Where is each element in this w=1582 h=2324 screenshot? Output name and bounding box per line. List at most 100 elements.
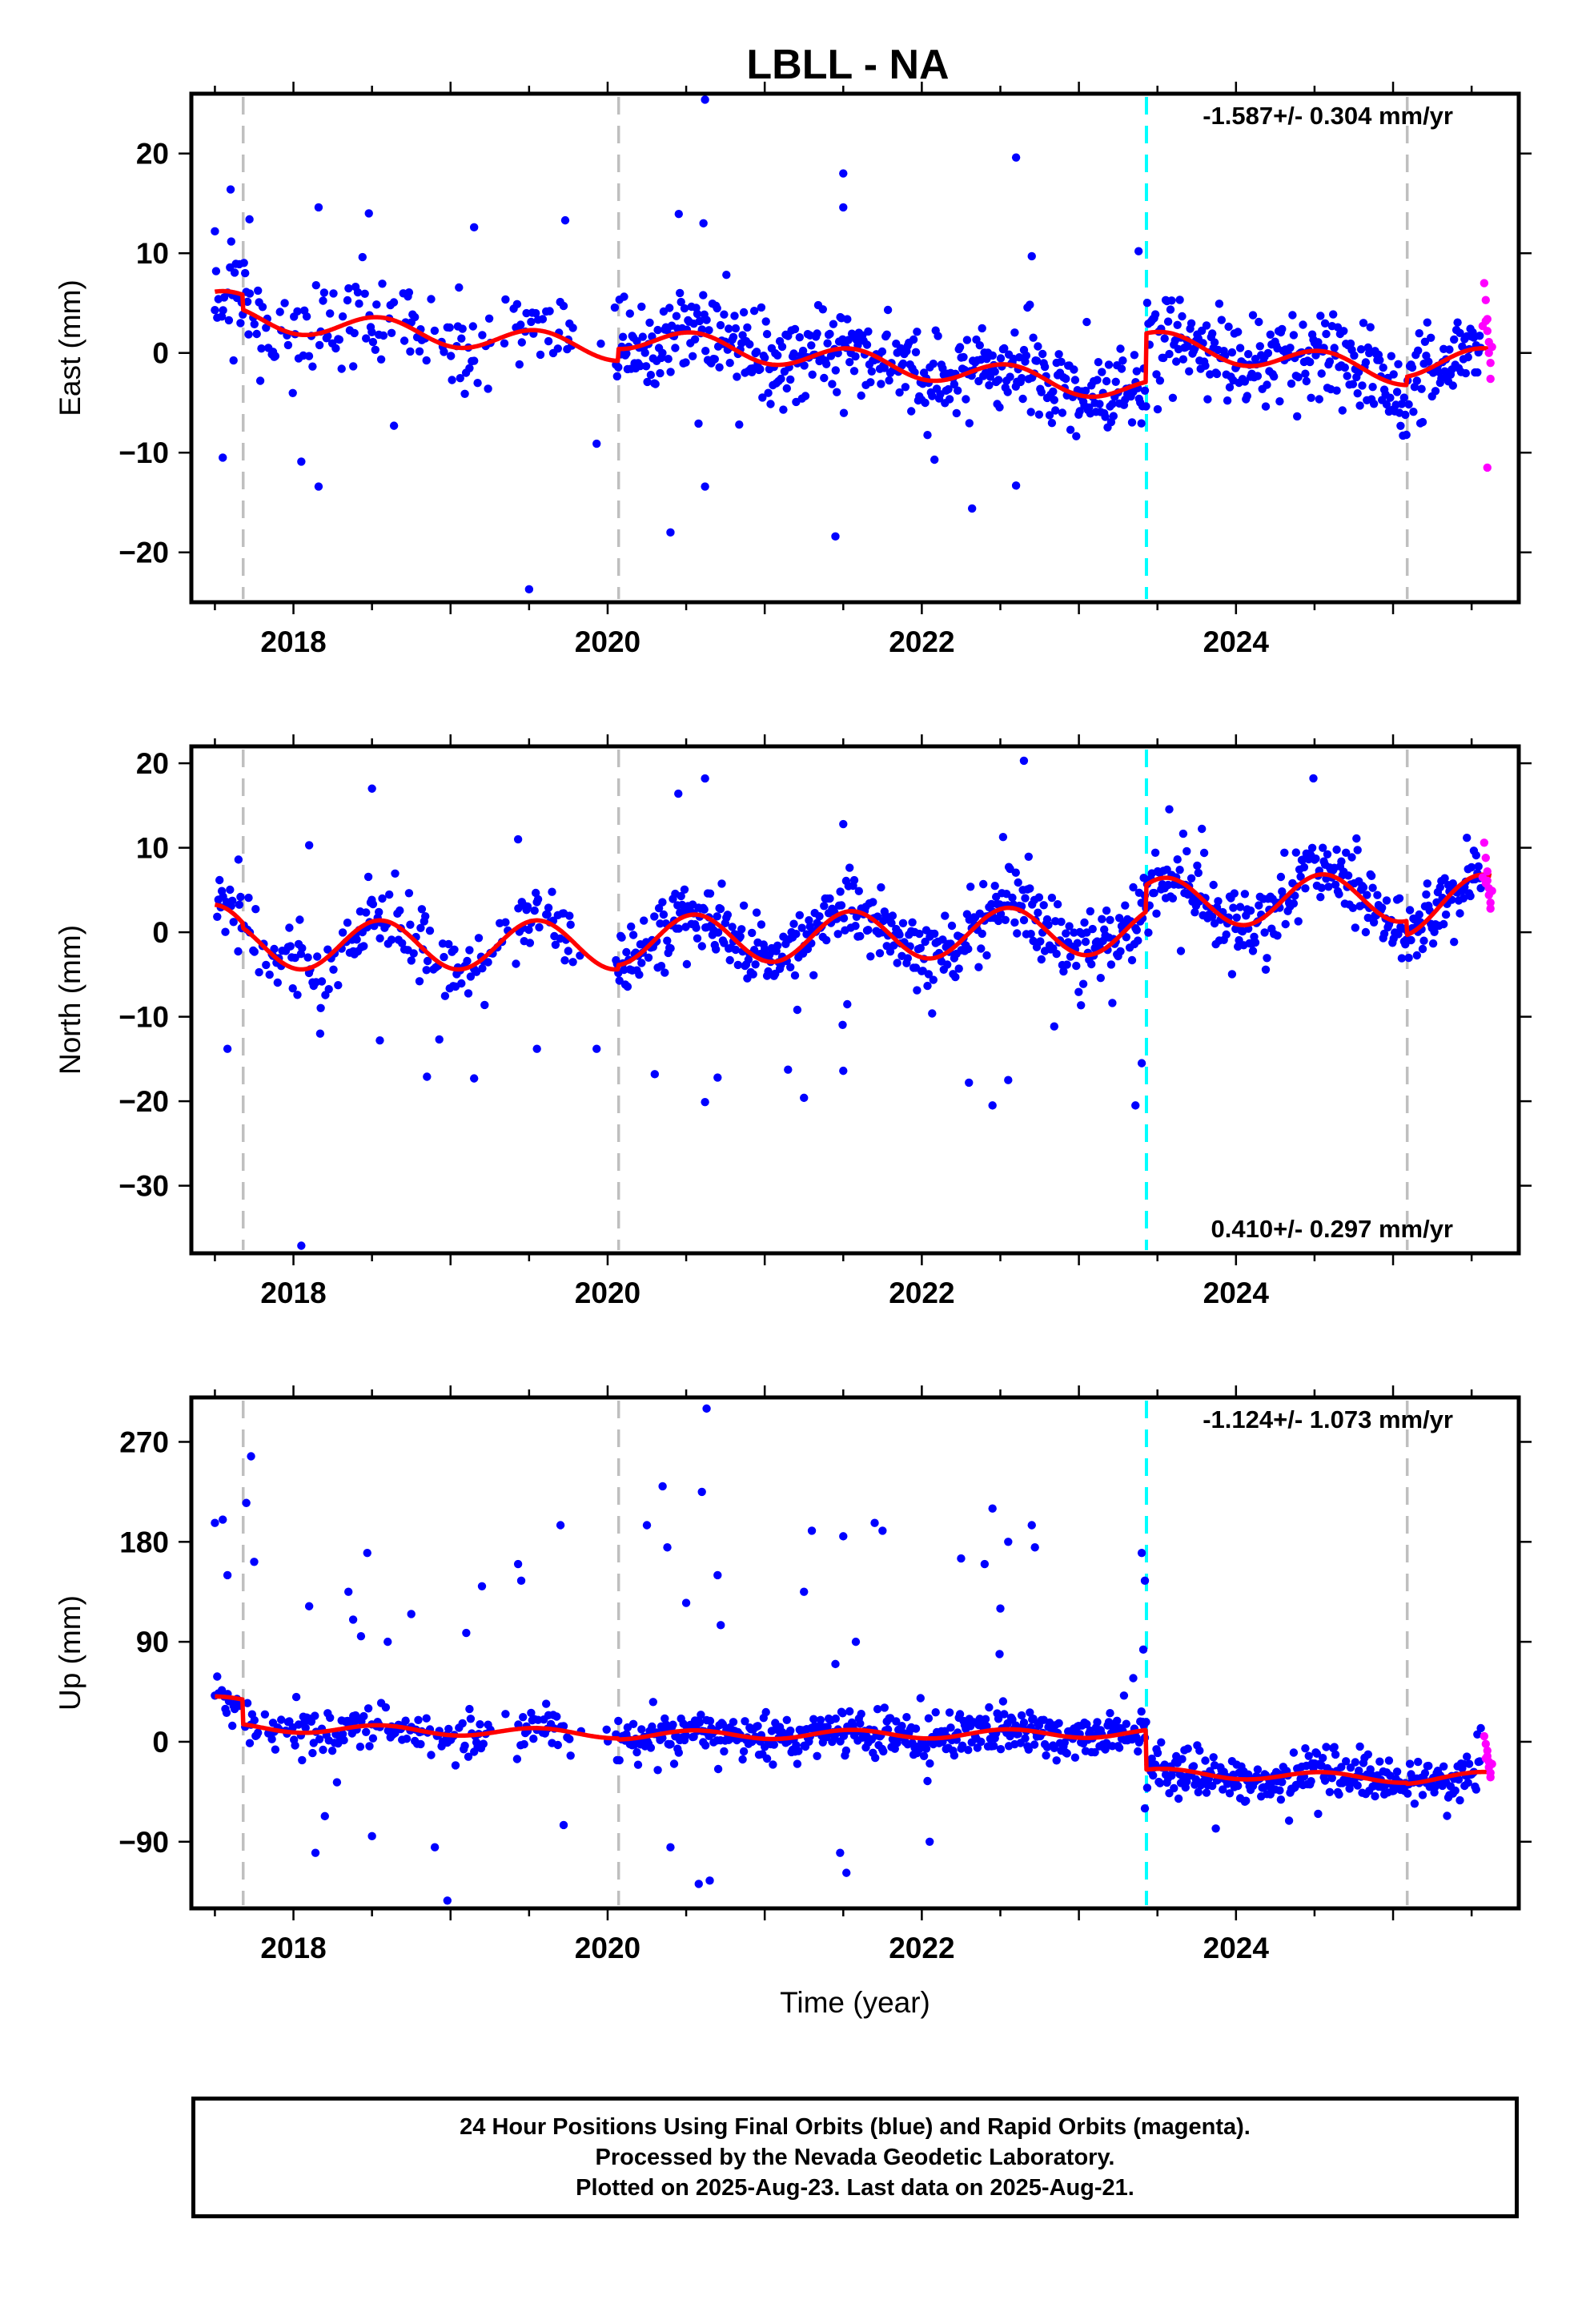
outlier-point [1019, 756, 1029, 766]
final-orbit-point [211, 306, 219, 315]
final-orbit-point [816, 1715, 825, 1724]
outlier-point [839, 203, 848, 212]
final-orbit-point [1351, 923, 1360, 932]
final-orbit-point [671, 344, 680, 352]
footer-line-processor: Processed by the Nevada Geodetic Laborat… [595, 2145, 1115, 2170]
final-orbit-point [879, 1747, 888, 1756]
final-orbit-point [1222, 930, 1231, 939]
final-orbit-point [1191, 908, 1199, 917]
final-orbit-point [1261, 965, 1271, 975]
final-orbit-point [1182, 1777, 1191, 1786]
final-orbit-point [877, 380, 885, 388]
final-orbit-point [1474, 862, 1483, 871]
final-orbit-point [304, 352, 314, 360]
final-orbit-point [241, 268, 250, 278]
final-orbit-point [1022, 351, 1031, 360]
final-orbit-point [1173, 855, 1182, 864]
outlier-point [592, 439, 601, 448]
final-orbit-point [368, 337, 378, 347]
final-orbit-point [632, 336, 641, 346]
final-orbit-point [1397, 400, 1407, 408]
x-tick-label: 2022 [889, 1932, 954, 1964]
final-orbit-point [977, 944, 986, 953]
final-orbit-point [825, 894, 834, 903]
final-orbit-point [529, 1735, 538, 1743]
final-orbit-point [1443, 1811, 1452, 1820]
final-orbit-point [1101, 412, 1110, 421]
y-tick-label: 0 [152, 916, 169, 949]
final-orbit-point [945, 395, 954, 404]
final-orbit-point [1000, 1710, 1009, 1719]
final-orbit-point [866, 952, 875, 961]
final-orbit-point [213, 912, 222, 922]
final-orbit-point [1130, 351, 1139, 360]
final-orbit-point [344, 283, 353, 293]
final-orbit-point [327, 1747, 337, 1755]
final-orbit-point [1142, 299, 1152, 308]
final-orbit-point [938, 935, 947, 944]
final-orbit-point [1086, 907, 1095, 916]
final-orbit-point [514, 904, 523, 913]
final-orbit-point [748, 928, 757, 938]
final-orbit-point [293, 307, 302, 316]
final-orbit-point [512, 300, 522, 308]
final-orbit-point [1060, 1738, 1070, 1747]
final-orbit-point [1178, 355, 1188, 364]
final-orbit-point [465, 364, 474, 372]
final-orbit-point [349, 362, 358, 371]
final-orbit-point [1418, 944, 1427, 954]
final-orbit-point [1049, 387, 1058, 396]
final-orbit-point [517, 338, 526, 347]
final-orbit-point [1057, 357, 1066, 366]
final-orbit-point [1248, 311, 1258, 320]
rate-label: -1.124+/- 1.073 mm/yr [1203, 1405, 1453, 1433]
final-orbit-point [1088, 924, 1097, 934]
final-orbit-point [690, 335, 700, 344]
outlier-point [219, 453, 227, 462]
final-orbit-point [701, 347, 710, 356]
outlier-point [1011, 481, 1021, 490]
final-orbit-point [478, 331, 487, 340]
final-orbit-point [1070, 365, 1078, 374]
final-orbit-point [990, 367, 999, 376]
final-orbit-point [298, 1755, 307, 1765]
final-orbit-point [1352, 834, 1361, 843]
final-orbit-point [764, 388, 773, 397]
final-orbit-point [693, 309, 702, 319]
final-orbit-point [745, 340, 754, 349]
final-orbit-point [363, 872, 373, 882]
final-orbit-point [1147, 1754, 1156, 1763]
final-orbit-point [857, 391, 865, 400]
final-orbit-point [258, 303, 267, 312]
outlier-point [513, 834, 523, 844]
final-orbit-point [928, 1009, 937, 1018]
plot-frame [189, 1395, 1521, 1911]
final-orbit-point [1337, 1763, 1346, 1771]
outlier-point [223, 1570, 232, 1580]
rapid-orbit-point [1486, 904, 1495, 913]
final-orbit-point [245, 1739, 255, 1747]
final-orbit-point [738, 331, 747, 340]
final-orbit-point [560, 956, 569, 965]
final-orbit-point [1019, 915, 1029, 925]
final-orbit-point [1345, 1784, 1354, 1793]
final-orbit-point [1284, 1816, 1294, 1825]
final-orbit-point [828, 380, 837, 388]
final-orbit-point [773, 351, 782, 360]
final-orbit-point [1122, 1719, 1131, 1728]
final-orbit-point [680, 304, 689, 313]
final-orbit-point [644, 953, 653, 963]
final-orbit-point [715, 363, 724, 372]
final-orbit-point [1000, 344, 1009, 353]
x-tick-label: 2020 [575, 1932, 640, 1964]
final-orbit-point [255, 376, 265, 385]
final-orbit-point [1142, 1783, 1152, 1792]
final-orbit-point [1172, 357, 1181, 366]
y-tick-label: 10 [136, 832, 169, 865]
final-orbit-point [262, 960, 271, 970]
final-orbit-point [1021, 1734, 1030, 1743]
final-orbit-points [213, 756, 1485, 1250]
final-orbit-point [995, 403, 1004, 412]
outlier-point [713, 1073, 722, 1082]
outlier-point [988, 1101, 997, 1110]
